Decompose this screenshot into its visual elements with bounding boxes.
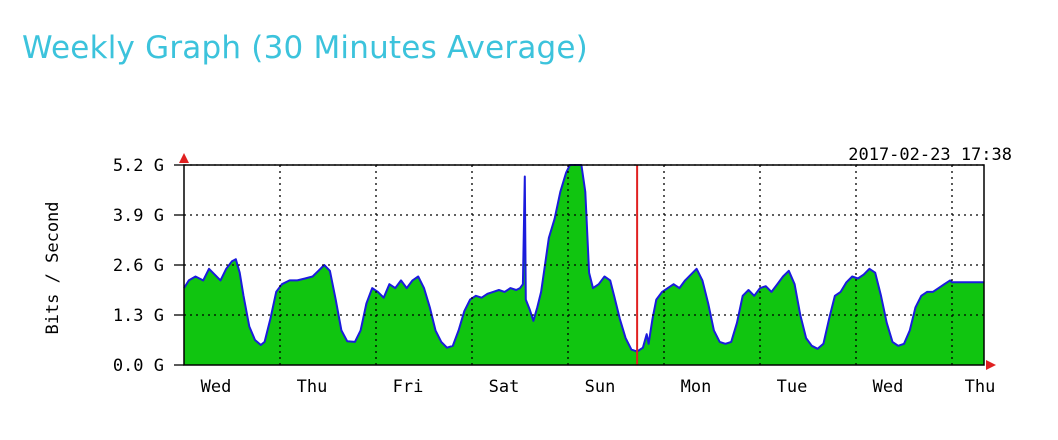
x-tick-label: Wed	[201, 377, 232, 397]
y-tick-label: 0.0 G	[113, 356, 164, 376]
y-axis-arrow	[179, 153, 189, 163]
x-tick-label: Thu	[965, 377, 996, 397]
y-tick-label: 3.9 G	[113, 206, 164, 226]
y-tick-label: 5.2 G	[113, 156, 164, 176]
x-tick-label: Tue	[777, 377, 808, 397]
timestamp-label: 2017-02-23 17:38	[848, 145, 1012, 165]
x-tick-label: Sat	[489, 377, 520, 397]
plot-frame	[183, 164, 985, 366]
y-tick-label: 2.6 G	[113, 256, 164, 276]
y-axis-label: Bits / Second	[43, 201, 63, 334]
x-tick-label: Sun	[585, 377, 616, 397]
x-tick-label: Fri	[393, 377, 424, 397]
x-axis-arrow	[986, 360, 996, 370]
label-layer: 0.0 G 1.3 G 2.6 G 3.9 G 5.2 G Wed Thu Fri Sat Sun…	[113, 156, 996, 397]
page-title: Weekly Graph (30 Minutes Average)	[22, 30, 588, 66]
x-tick-label: Wed	[873, 377, 904, 397]
y-tick-label: 1.3 G	[113, 306, 164, 326]
series-line-0	[183, 164, 984, 353]
frame-layer	[179, 153, 996, 370]
x-tick-label: Thu	[297, 377, 328, 397]
x-tick-label: Mon	[681, 377, 712, 397]
